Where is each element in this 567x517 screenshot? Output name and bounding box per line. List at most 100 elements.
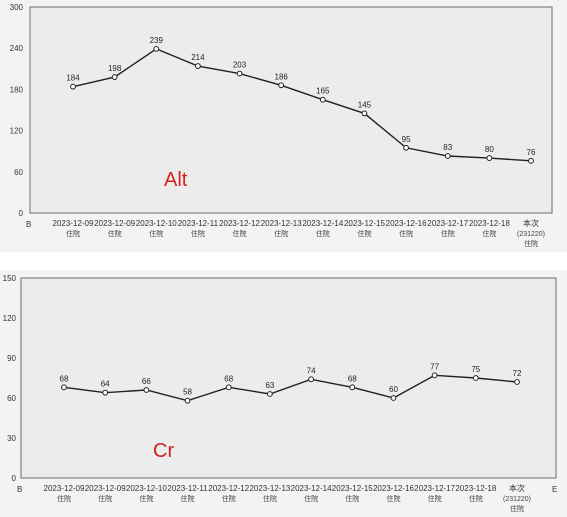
x-tick-label: 2023-12-16 [373, 484, 414, 493]
x-tick-sublabel: 住院 [263, 494, 277, 503]
y-tick-label: 30 [7, 434, 16, 443]
data-label: 75 [471, 365, 480, 374]
x-tick-label: 2023-12-14 [302, 219, 343, 228]
y-tick-label: 180 [10, 85, 24, 94]
data-point [528, 157, 534, 164]
data-point [444, 153, 451, 159]
data-label: 214 [191, 53, 205, 62]
data-label: 66 [142, 377, 151, 386]
data-label: 68 [224, 374, 233, 383]
data-point [308, 376, 314, 383]
x-tick-label: 2023-12-09 [94, 219, 135, 228]
data-label: 83 [443, 143, 452, 152]
data-point [472, 375, 479, 381]
data-point [349, 384, 356, 391]
data-label: 72 [513, 369, 522, 378]
x-tick-sublabel: 住院 [191, 229, 205, 238]
x-tick-sublabel: 住院 [108, 229, 122, 238]
x-tick-label: 本次 [509, 483, 525, 493]
series-line [63, 374, 518, 402]
x-tick-label: 2023-12-14 [291, 484, 332, 493]
x-tick-sublabel: 住院 [441, 229, 455, 238]
alt-chart: 0 60 120 180 240 300 B 184 198 239 214 203 186 165 145… [0, 0, 567, 252]
data-point [70, 83, 76, 90]
x-tick-label: 2023-12-12 [219, 219, 260, 228]
x-tick-sublabel: 住院 [57, 494, 71, 503]
x-tick-sublabel: 住院 [316, 229, 330, 238]
y-tick-label: 120 [3, 314, 17, 323]
x-tick-label: 2023-12-09 [44, 484, 85, 493]
data-label: 76 [527, 148, 536, 157]
data-point [278, 82, 285, 89]
y-tick-label: 60 [14, 168, 23, 177]
y-tick-label: 0 [12, 474, 17, 483]
x-tick-label: 2023-12-16 [386, 219, 427, 228]
data-point [195, 63, 201, 69]
data-label: 58 [183, 388, 192, 397]
corner-label: B [17, 485, 22, 494]
x-tick-label: 2023-12-10 [136, 219, 177, 228]
x-tick-label: 2023-12-11 [178, 219, 219, 228]
x-tick-sublabel: 住院 [274, 229, 288, 238]
x-tick-label: 2023-12-17 [427, 219, 468, 228]
data-label: 145 [358, 100, 372, 109]
chart-annotation: Cr [153, 440, 174, 462]
x-tick-sublabel: 住院 [66, 229, 80, 238]
x-tick-sublabel-2: 住院 [510, 504, 524, 513]
data-point [390, 395, 397, 401]
x-tick-sublabel: 住院 [149, 229, 163, 238]
y-tick-label: 240 [10, 44, 24, 53]
y-tick-label: 120 [10, 127, 24, 136]
data-point [153, 45, 160, 52]
x-tick-sublabel: 住院 [386, 494, 400, 503]
x-tick-sublabel: 住院 [357, 229, 371, 238]
data-label: 239 [150, 36, 164, 45]
plot-area [29, 6, 553, 214]
y-tick-label: 0 [19, 209, 24, 218]
x-tick-label: 2023-12-18 [455, 484, 496, 493]
data-label: 74 [307, 366, 316, 375]
x-tick-label: 2023-12-18 [469, 219, 510, 228]
x-tick-label: 本次 [523, 218, 539, 228]
x-tick-label: 2023-12-15 [332, 484, 373, 493]
data-point [184, 397, 191, 404]
data-point [102, 389, 109, 396]
x-tick-sublabel: 住院 [98, 494, 112, 503]
data-label: 186 [275, 72, 289, 81]
y-tick-label: 60 [7, 394, 16, 403]
data-label: 184 [66, 74, 80, 83]
data-label: 198 [108, 64, 122, 73]
data-label: 203 [233, 61, 247, 70]
series-line [72, 48, 532, 162]
data-label: 80 [485, 145, 494, 154]
data-point [236, 70, 243, 77]
data-label: 165 [316, 87, 330, 96]
cr-chart: 0 30 60 90 120 150 B E 68 64 66 58 68 63 74 68 60 77 75 72 2… [0, 270, 567, 517]
x-tick-sublabel: 住院 [345, 494, 359, 503]
data-point [514, 379, 520, 385]
data-label: 68 [348, 374, 357, 383]
data-label: 68 [60, 374, 69, 383]
x-tick-sublabel: (231220) [503, 496, 531, 503]
data-point [361, 110, 368, 117]
data-point [61, 384, 67, 391]
x-tick-label: 2023-12-11 [167, 484, 208, 493]
x-tick-sublabel: 住院 [399, 229, 413, 238]
data-label: 64 [101, 380, 110, 389]
x-tick-label: 2023-12-13 [249, 484, 290, 493]
data-point [431, 372, 438, 379]
x-tick-label: 2023-12-17 [414, 484, 455, 493]
x-tick-label: 2023-12-13 [261, 219, 302, 228]
corner-label: B [26, 220, 31, 229]
data-point [267, 391, 273, 397]
data-label: 77 [430, 362, 439, 371]
x-tick-label: 2023-12-10 [126, 484, 167, 493]
x-tick-sublabel: 住院 [469, 494, 483, 503]
data-point [319, 96, 326, 103]
x-tick-sublabel: 住院 [222, 494, 236, 503]
x-tick-sublabel: 住院 [304, 494, 318, 503]
data-point [111, 74, 118, 80]
data-label: 63 [265, 381, 274, 390]
x-tick-label: 2023-12-15 [344, 219, 385, 228]
y-tick-label: 300 [10, 3, 24, 12]
